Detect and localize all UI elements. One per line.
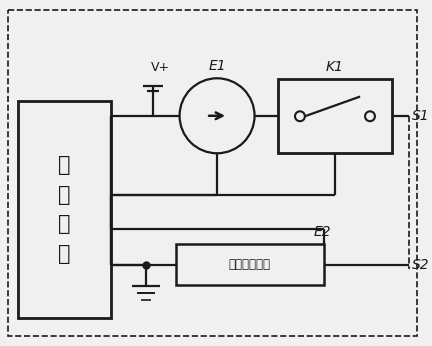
Text: V+: V+ bbox=[151, 61, 170, 74]
Text: E1: E1 bbox=[208, 60, 226, 73]
Text: 微
控
制
器: 微 控 制 器 bbox=[58, 155, 71, 264]
Text: S1: S1 bbox=[413, 109, 430, 123]
Text: E2: E2 bbox=[314, 225, 331, 239]
Bar bbox=[278, 79, 392, 153]
Text: K1: K1 bbox=[326, 60, 344, 74]
Text: S2: S2 bbox=[413, 258, 430, 272]
Text: 电流检测电路: 电流检测电路 bbox=[229, 258, 270, 271]
Bar bbox=[18, 101, 111, 318]
Bar bbox=[176, 244, 324, 285]
